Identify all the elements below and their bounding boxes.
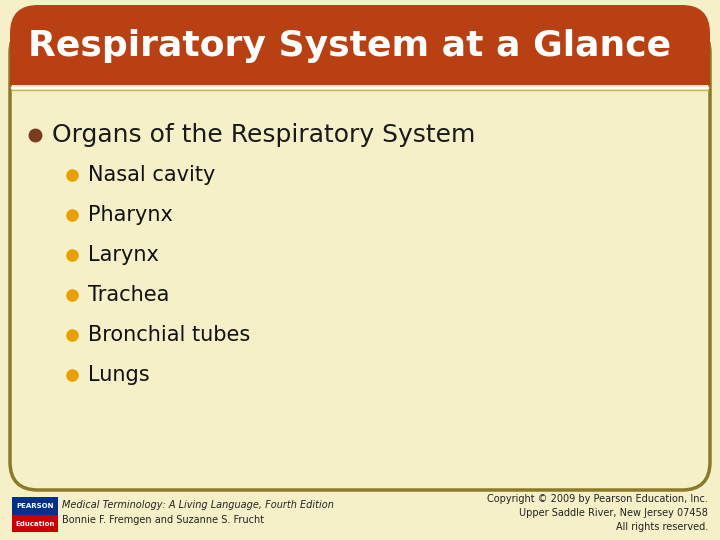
Bar (12, 497, 58, 515)
FancyBboxPatch shape (10, 25, 710, 490)
Text: Medical Terminology: A Living Language, Fourth Edition: Medical Terminology: A Living Language, … (62, 500, 334, 510)
Text: Trachea: Trachea (88, 285, 169, 305)
Text: Bonnie F. Fremgen and Suzanne S. Frucht: Bonnie F. Fremgen and Suzanne S. Frucht (62, 515, 264, 525)
Text: Nasal cavity: Nasal cavity (88, 165, 215, 185)
Text: Copyright © 2009 by Pearson Education, Inc.
Upper Saddle River, New Jersey 07458: Copyright © 2009 by Pearson Education, I… (487, 494, 708, 532)
Text: Respiratory System at a Glance: Respiratory System at a Glance (28, 29, 671, 63)
Text: Organs of the Respiratory System: Organs of the Respiratory System (52, 123, 475, 147)
Text: Education: Education (15, 521, 55, 527)
Bar (12, 515, 58, 532)
FancyBboxPatch shape (10, 5, 710, 85)
Text: Larynx: Larynx (88, 245, 159, 265)
Text: Bronchial tubes: Bronchial tubes (88, 325, 251, 345)
Text: Pharynx: Pharynx (88, 205, 173, 225)
Bar (10, 55, 710, 85)
Text: PEARSON: PEARSON (17, 503, 54, 509)
Text: Lungs: Lungs (88, 365, 150, 385)
